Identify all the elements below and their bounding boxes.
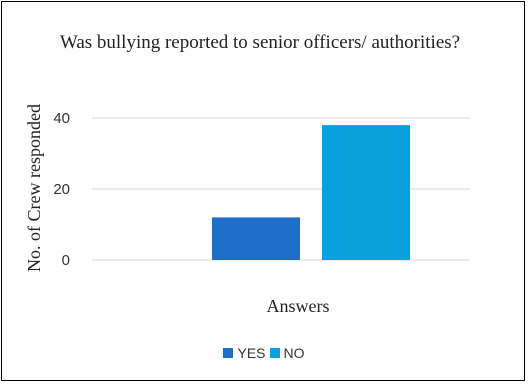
- legend: YES NO: [0, 345, 528, 361]
- y-axis-label: No. of Crew responded: [24, 104, 44, 272]
- legend-swatch: [223, 348, 234, 358]
- bar-no: [322, 125, 410, 260]
- legend-swatch: [269, 348, 280, 358]
- legend-item-no: NO: [269, 345, 305, 361]
- chart-title: Was bullying reported to senior officers…: [59, 32, 461, 53]
- bars: [212, 125, 410, 260]
- legend-label: NO: [283, 345, 305, 361]
- y-tick-label: 0: [62, 252, 70, 269]
- y-tick-label: 20: [53, 181, 70, 198]
- y-tick-labels: 0 20 40: [53, 110, 70, 269]
- y-tick-label: 40: [53, 110, 70, 127]
- legend-item-yes: YES: [223, 345, 266, 361]
- legend-label: YES: [237, 345, 266, 361]
- x-axis-label: Answers: [267, 296, 330, 316]
- bar-yes: [212, 217, 300, 260]
